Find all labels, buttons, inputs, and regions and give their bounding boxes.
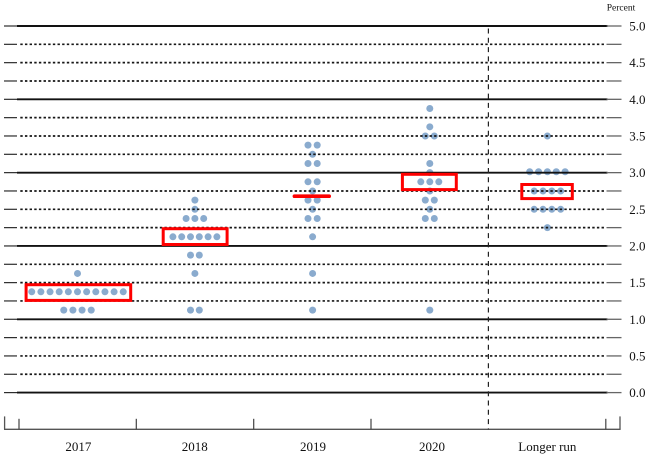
- svg-text:2.0: 2.0: [629, 238, 645, 253]
- svg-text:2017: 2017: [65, 439, 92, 454]
- svg-text:Longer run: Longer run: [518, 439, 577, 454]
- svg-text:5.0: 5.0: [629, 19, 645, 34]
- svg-text:0.0: 0.0: [629, 385, 645, 400]
- svg-text:4.5: 4.5: [629, 55, 645, 70]
- svg-text:Percent: Percent: [607, 4, 636, 14]
- svg-text:1.5: 1.5: [629, 275, 645, 290]
- svg-text:4.0: 4.0: [629, 92, 645, 107]
- svg-text:3.5: 3.5: [629, 128, 645, 143]
- svg-text:2020: 2020: [419, 439, 445, 454]
- svg-text:1.0: 1.0: [629, 312, 645, 327]
- svg-text:2019: 2019: [300, 439, 326, 454]
- svg-text:2018: 2018: [182, 439, 208, 454]
- svg-text:0.5: 0.5: [629, 348, 645, 363]
- svg-text:2.5: 2.5: [629, 202, 645, 217]
- svg-text:3.0: 3.0: [629, 165, 645, 180]
